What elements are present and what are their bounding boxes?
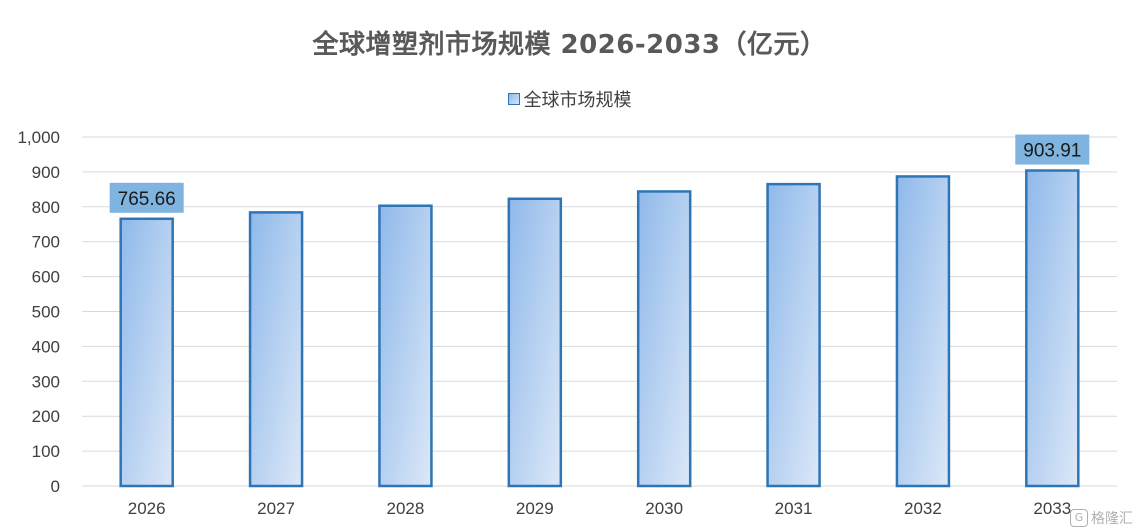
x-tick-label: 2028 bbox=[387, 499, 425, 518]
y-tick-label: 200 bbox=[32, 407, 60, 426]
x-tick-label: 2032 bbox=[904, 499, 942, 518]
x-tick-label: 2030 bbox=[645, 499, 683, 518]
x-tick-label: 2031 bbox=[775, 499, 813, 518]
watermark: G 格隆汇 bbox=[1070, 508, 1133, 528]
bar-2027 bbox=[248, 211, 304, 488]
y-tick-label: 700 bbox=[32, 233, 60, 252]
y-tick-label: 500 bbox=[32, 303, 60, 322]
bar-2031 bbox=[766, 182, 821, 488]
x-tick-label: 2027 bbox=[257, 499, 295, 518]
y-tick-label: 400 bbox=[32, 337, 60, 356]
bar-2026 bbox=[119, 217, 174, 488]
y-tick-label: 0 bbox=[51, 477, 60, 496]
y-tick-label: 600 bbox=[32, 268, 60, 287]
watermark-text: 格隆汇 bbox=[1091, 511, 1133, 527]
x-tick-label: 2033 bbox=[1033, 499, 1071, 518]
data-label: 765.66 bbox=[118, 189, 176, 210]
y-tick-label: 900 bbox=[32, 163, 60, 182]
data-label: 903.91 bbox=[1023, 141, 1081, 162]
x-tick-label: 2029 bbox=[516, 499, 554, 518]
legend: 全球市场规模 bbox=[0, 86, 1139, 112]
y-tick-label: 100 bbox=[32, 442, 60, 461]
y-tick-label: 800 bbox=[32, 198, 60, 217]
y-tick-label: 300 bbox=[32, 372, 60, 391]
bar-2030 bbox=[636, 190, 692, 488]
g-logo-icon: G bbox=[1070, 509, 1088, 527]
legend-swatch bbox=[507, 93, 520, 105]
chart-title: 全球增塑剂市场规模 2026-2033（亿元） bbox=[312, 30, 827, 60]
y-tick-label: 1,000 bbox=[17, 128, 60, 147]
bar-2033 bbox=[1025, 169, 1080, 488]
legend-label: 全球市场规模 bbox=[523, 90, 632, 111]
data-label-box bbox=[1015, 134, 1090, 165]
bar-2032 bbox=[895, 175, 951, 488]
data-label-box bbox=[109, 182, 184, 213]
bar-2028 bbox=[378, 204, 433, 488]
bar-2029 bbox=[507, 197, 563, 488]
x-tick-label: 2026 bbox=[128, 499, 166, 518]
